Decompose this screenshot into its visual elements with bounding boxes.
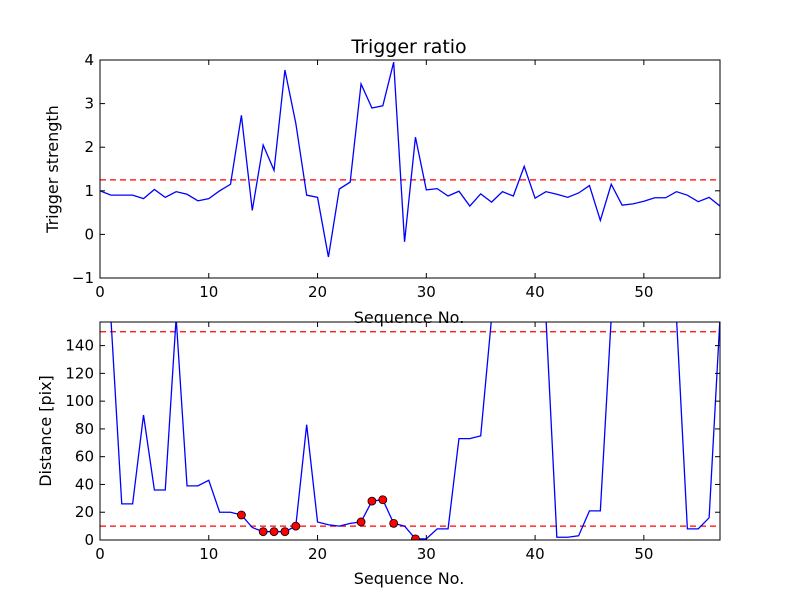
x-tick-label: 50 (634, 283, 653, 301)
x-tick-label: 30 (417, 283, 436, 301)
data-marker (389, 518, 399, 528)
data-marker (411, 534, 420, 540)
x-axis-label: Sequence No. (354, 308, 465, 327)
y-tick-label: 40 (75, 475, 94, 493)
y-axis-label: Distance [pix] (36, 375, 55, 487)
trigger-ratio-panel: Trigger ratio Sequence No. Trigger stren… (43, 36, 721, 327)
y-tick-label: −1 (72, 269, 94, 287)
y-tick-label: 4 (84, 51, 94, 69)
data-marker (378, 495, 388, 505)
plot-area (100, 62, 720, 258)
series-line (100, 62, 720, 258)
x-tick-label: 30 (417, 545, 436, 563)
y-tick-label: 1 (84, 182, 94, 200)
y-tick-label: 120 (65, 364, 94, 382)
data-marker (237, 510, 246, 520)
x-tick-label: 40 (526, 283, 545, 301)
x-tick-label: 0 (95, 283, 105, 301)
y-axis-label: Trigger strength (43, 105, 62, 234)
x-tick-label: 20 (308, 545, 327, 563)
y-tick-label: 140 (65, 337, 94, 355)
plot-frame (99, 321, 721, 541)
x-tick-label: 10 (199, 283, 218, 301)
data-marker (356, 517, 366, 527)
plot-area (100, 322, 720, 540)
chart-title: Trigger ratio (350, 36, 466, 58)
y-tick-label: 100 (65, 392, 94, 410)
distance-panel: Sequence No. Distance [pix] 0 10 20 30 40 50 0… (36, 321, 721, 588)
y-tick-label: 80 (75, 420, 94, 438)
data-marker (280, 527, 290, 537)
data-marker (367, 496, 377, 506)
plot-frame (99, 59, 721, 279)
y-tick-label: 20 (75, 503, 94, 521)
y-tick-label: 2 (84, 138, 94, 156)
x-tick-label: 0 (95, 545, 105, 563)
data-marker (269, 527, 279, 537)
data-marker (291, 521, 301, 531)
x-tick-label: 20 (308, 283, 327, 301)
y-tick-label: 0 (84, 225, 94, 243)
x-axis-label: Sequence No. (354, 569, 465, 588)
x-tick-label: 10 (199, 545, 218, 563)
x-tick-label: 50 (634, 545, 653, 563)
y-tick-label: 3 (84, 95, 94, 113)
series-line (110, 322, 720, 540)
y-tick-label: 60 (75, 448, 94, 466)
data-marker (258, 527, 268, 537)
y-tick-label: 0 (84, 531, 94, 549)
x-tick-label: 40 (526, 545, 545, 563)
